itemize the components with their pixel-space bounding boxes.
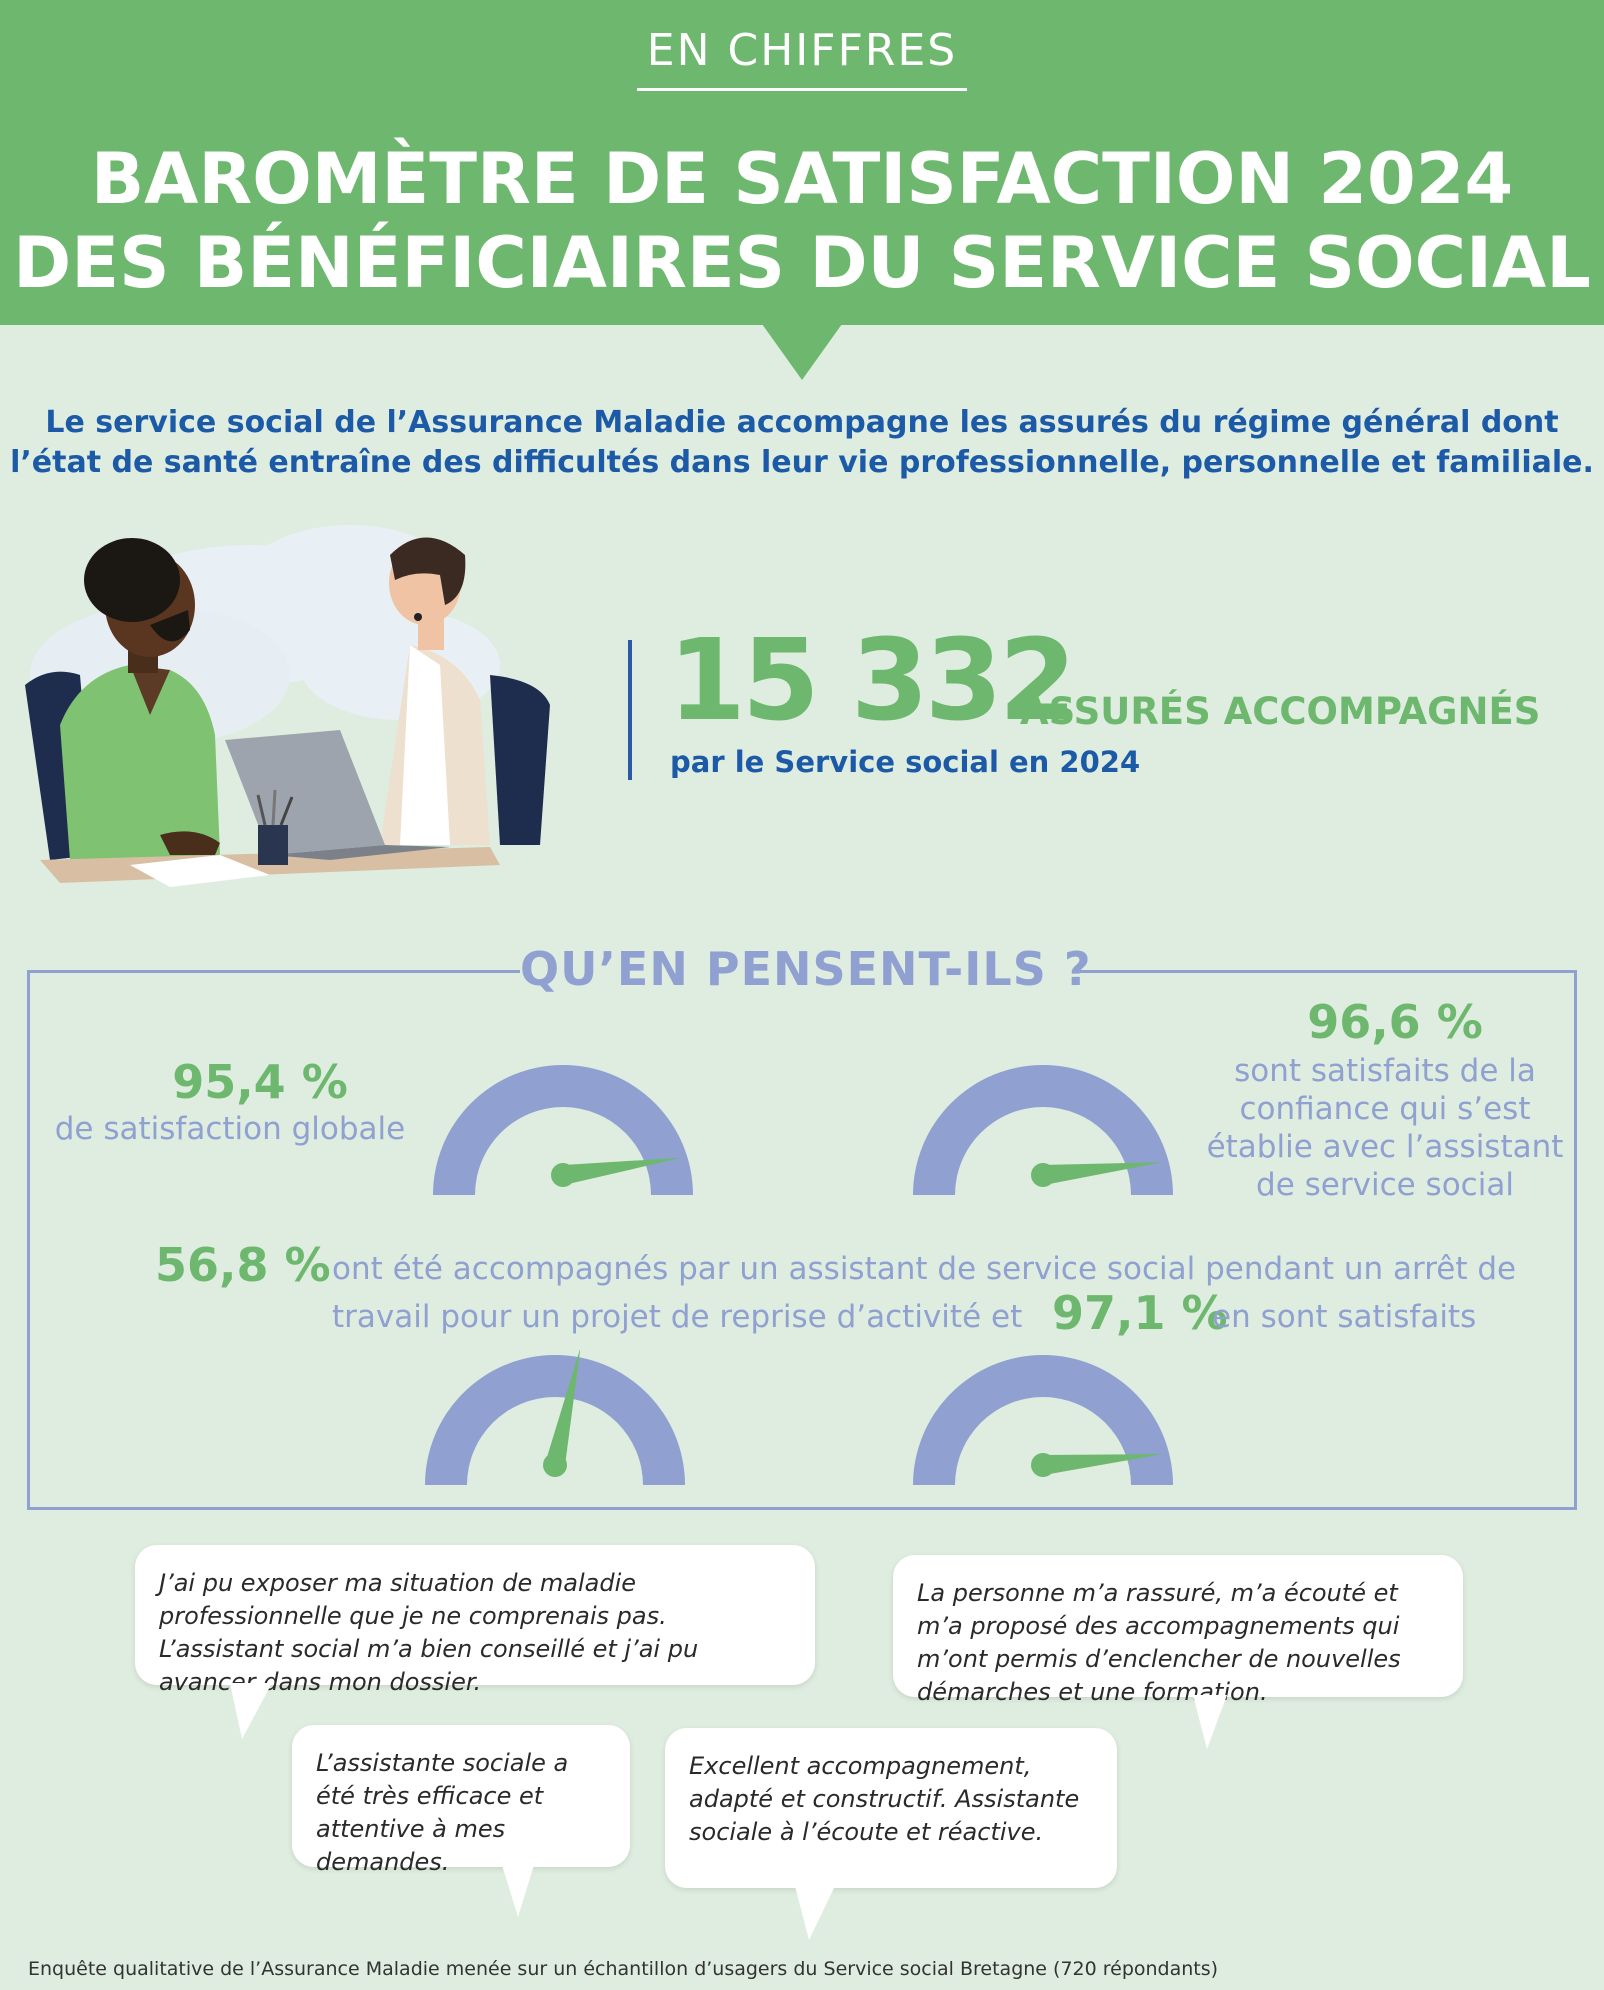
gauge-trust xyxy=(913,1065,1173,1195)
header-banner xyxy=(0,0,1604,325)
work-stoppage-label-line-2: travail pour un projet de reprise d’acti… xyxy=(332,1299,1023,1335)
gauge-arc xyxy=(913,1065,1173,1195)
satisfaction-global-label: de satisfaction globale xyxy=(54,1111,406,1147)
stat-subtitle: par le Service social en 2024 xyxy=(670,745,1141,779)
gauge-arc xyxy=(433,1065,693,1195)
gauge-needle xyxy=(561,1157,682,1185)
gauge-hub xyxy=(543,1453,567,1477)
gauge-work-stoppage xyxy=(425,1350,685,1485)
kicker-underline xyxy=(637,88,967,91)
quote-text: J’ai pu exposer ma situation de maladie … xyxy=(159,1569,699,1696)
chair-right xyxy=(490,675,550,845)
gauge-hub xyxy=(1031,1163,1055,1187)
page-title-line-1: BAROMÈTRE DE SATISFACTION 2024 xyxy=(90,138,1514,220)
quote-text: La personne m’a rassuré, m’a écouté et m… xyxy=(917,1579,1401,1706)
quote-bubble-3: L’assistante sociale a été très efficace… xyxy=(292,1725,630,1917)
paper-sheet xyxy=(130,855,270,887)
work-stoppage-label-line-1: ont été accompagnés par un assistant de … xyxy=(332,1251,1517,1287)
woman-figure xyxy=(380,537,490,845)
bubble-tail xyxy=(795,1886,835,1940)
intro-line-2: l’état de santé entraîne des difficultés… xyxy=(10,445,1594,480)
header-pointer xyxy=(762,324,842,380)
gauge-work-stoppage-satisfied xyxy=(913,1355,1173,1485)
stat-unit: ASSURÉS ACCOMPAGNÉS xyxy=(1020,690,1541,733)
bubble-tail xyxy=(1193,1695,1227,1749)
intro-line-1: Le service social de l’Assurance Maladie… xyxy=(45,405,1559,440)
stat-number: 15 332 xyxy=(668,616,1077,746)
man-figure xyxy=(60,538,220,860)
gauge-arc xyxy=(425,1355,685,1485)
satisfaction-global-percent: 95,4 % xyxy=(172,1055,348,1109)
gauge-satisfaction-global xyxy=(433,1065,693,1195)
quote-text: Excellent accompagnement, adapté et cons… xyxy=(689,1752,1080,1846)
gauge-needle xyxy=(1041,1162,1163,1185)
gauge-arc xyxy=(913,1355,1173,1485)
page-title-line-2: DES BÉNÉFICIAIRES DU SERVICE SOCIAL xyxy=(13,222,1591,304)
work-stoppage-satisfied-label: en sont satisfaits xyxy=(1212,1299,1477,1335)
quote-bubble-4: Excellent accompagnement, adapté et cons… xyxy=(665,1728,1117,1940)
source-footnote: Enquête qualitative de l’Assurance Malad… xyxy=(28,1958,1219,1980)
bubble-tail xyxy=(230,1683,272,1739)
kicker: EN CHIFFRES xyxy=(646,25,958,76)
quote-text: L’assistante sociale a été très efficace… xyxy=(316,1749,569,1876)
bubble-tail xyxy=(502,1865,534,1917)
work-stoppage-satisfied-percent: 97,1 % xyxy=(1052,1286,1228,1340)
trust-label: sont satisfaits de la confiance qui s’es… xyxy=(1206,1053,1564,1203)
gauge-needle xyxy=(1042,1454,1163,1475)
opinions-title: QU’EN PENSENT-ILS ? xyxy=(520,942,1092,996)
work-stoppage-percent: 56,8 % xyxy=(155,1238,331,1292)
pencil-cup xyxy=(256,789,294,865)
quote-bubble-2: La personne m’a rassuré, m’a écouté et m… xyxy=(893,1555,1463,1749)
gauge-hub xyxy=(1031,1453,1055,1477)
gauge-needle xyxy=(545,1350,581,1468)
gauge-hub xyxy=(551,1163,575,1187)
stat-divider xyxy=(628,640,632,780)
quote-bubble-1: J’ai pu exposer ma situation de maladie … xyxy=(135,1545,815,1739)
consultation-illustration xyxy=(25,525,550,887)
trust-percent: 96,6 % xyxy=(1307,995,1483,1049)
